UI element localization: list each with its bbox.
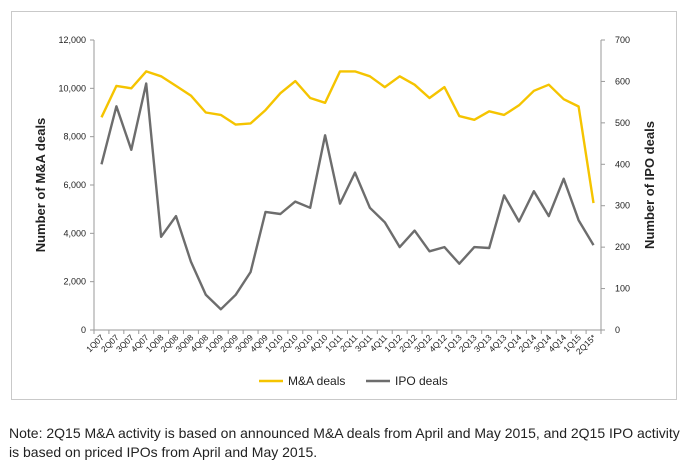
legend-label: IPO deals <box>395 374 448 388</box>
left-y-tick-label: 6,000 <box>63 180 86 190</box>
right-y-tick-label: 600 <box>615 76 630 86</box>
right-y-tick-label: 500 <box>615 118 630 128</box>
left-y-tick-label: 8,000 <box>63 132 86 142</box>
legend-label: M&A deals <box>288 374 345 388</box>
ma-deals-series-line <box>100 70 595 204</box>
right-y-tick-label: 400 <box>615 159 630 169</box>
right-y-tick-label: 300 <box>615 201 630 211</box>
left-y-tick-label: 2,000 <box>63 277 86 287</box>
right-y-tick-label: 0 <box>615 325 620 335</box>
right-y-axis-title: Number of IPO deals <box>642 121 657 249</box>
right-y-tick-label: 100 <box>615 284 630 294</box>
ipo-deals-series-line <box>100 82 595 311</box>
right-y-tick-label: 700 <box>615 35 630 45</box>
chart-frame: 0 2,000 4,000 6,000 8,000 10,000 12,000 0 100 200… <box>11 11 677 400</box>
left-y-tick-label: 12,000 <box>58 35 86 45</box>
left-y-tick-label: 0 <box>81 325 86 335</box>
right-y-tick-label: 200 <box>615 242 630 252</box>
left-y-axis-title: Number of M&A deals <box>33 118 48 253</box>
dual-axis-line-chart: 0 2,000 4,000 6,000 8,000 10,000 12,000 0 100 200… <box>33 35 657 388</box>
left-y-tick-label: 10,000 <box>58 83 86 93</box>
chart-note: Note: 2Q15 M&A activity is based on anno… <box>9 425 680 460</box>
left-y-tick-label: 4,000 <box>63 228 86 238</box>
